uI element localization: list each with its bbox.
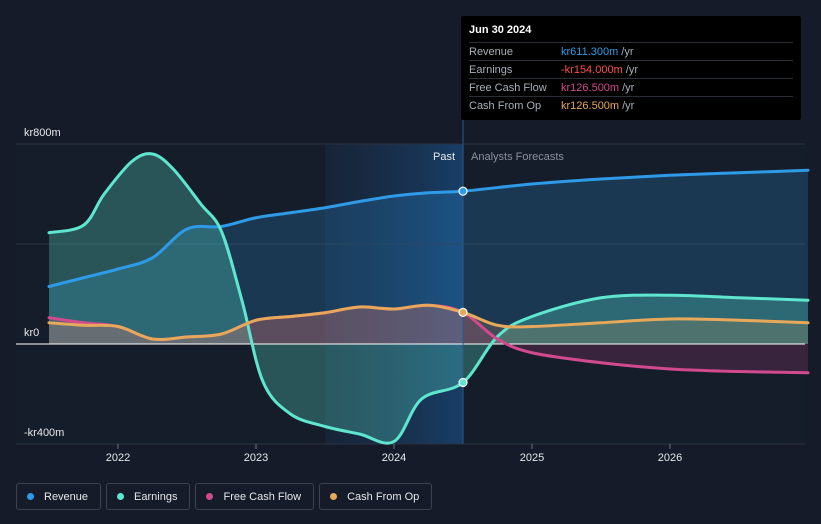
series-markers bbox=[458, 186, 468, 388]
legend-label: Free Cash Flow bbox=[223, 490, 302, 503]
forecast-label: Analysts Forecasts bbox=[471, 151, 564, 163]
legend: Revenue Earnings Free Cash Flow Cash Fro… bbox=[16, 483, 433, 510]
legend-dot-icon bbox=[27, 493, 34, 500]
tooltip-label: Earnings bbox=[469, 63, 513, 76]
legend-item-earnings[interactable]: Earnings bbox=[106, 483, 191, 510]
tooltip-unit: /yr bbox=[621, 45, 634, 58]
tooltip-unit: /yr bbox=[622, 81, 635, 94]
tooltip-value: -kr154.000m bbox=[561, 63, 623, 76]
cash-from-op-marker bbox=[458, 307, 468, 317]
legend-item-revenue[interactable]: Revenue bbox=[16, 483, 102, 510]
revenue-marker bbox=[458, 186, 468, 196]
series-lines bbox=[47, 152, 810, 445]
tooltip: Jun 30 2024 Revenue kr611.300m /yr Earni… bbox=[461, 16, 801, 120]
x-tick-label: 2026 bbox=[658, 452, 682, 464]
earnings-area bbox=[49, 153, 808, 444]
x-tick-label: 2022 bbox=[106, 452, 130, 464]
y-tick-label: -kr400m bbox=[24, 427, 64, 439]
tooltip-unit: /yr bbox=[625, 63, 638, 76]
x-tick-label: 2025 bbox=[520, 452, 544, 464]
legend-item-free-cash-flow[interactable]: Free Cash Flow bbox=[195, 483, 315, 510]
y-axis-ticks: kr800m kr0 -kr400m bbox=[24, 127, 64, 439]
tooltip-label: Cash From Op bbox=[469, 99, 542, 112]
y-tick-label: kr0 bbox=[24, 327, 39, 339]
x-tick-label: 2023 bbox=[244, 452, 268, 464]
tooltip-value: kr126.500m bbox=[561, 99, 620, 112]
legend-item-cash-from-op[interactable]: Cash From Op bbox=[319, 483, 433, 510]
x-axis-ticks: 2022 2023 2024 2025 2026 bbox=[106, 444, 682, 464]
y-tick-label: kr800m bbox=[24, 127, 61, 139]
tooltip-row-free-cash-flow: Free Cash Flow kr126.500m /yr bbox=[469, 78, 793, 96]
tooltip-label: Free Cash Flow bbox=[469, 81, 547, 94]
tooltip-value: kr611.300m bbox=[561, 45, 619, 58]
series-areas bbox=[49, 153, 808, 444]
free-cash-flow-area bbox=[49, 305, 808, 373]
x-tick-label: 2024 bbox=[382, 452, 406, 464]
cash-from-op-line bbox=[47, 303, 810, 342]
earnings-marker bbox=[458, 377, 468, 388]
revenue-line bbox=[47, 168, 810, 288]
legend-label: Cash From Op bbox=[347, 490, 420, 503]
tooltip-row-earnings: Earnings -kr154.000m /yr bbox=[469, 60, 793, 78]
earnings-line bbox=[47, 152, 810, 445]
tooltip-label: Revenue bbox=[469, 45, 514, 58]
legend-dot-icon bbox=[206, 493, 214, 500]
tooltip-unit: /yr bbox=[622, 99, 635, 112]
legend-dot-icon bbox=[330, 493, 338, 500]
cash-from-op-area bbox=[49, 305, 808, 344]
tooltip-value: kr126.500m bbox=[561, 81, 620, 94]
past-label: Past bbox=[433, 151, 455, 163]
legend-dot-icon bbox=[117, 493, 125, 500]
legend-label: Revenue bbox=[44, 490, 89, 503]
legend-label: Earnings bbox=[134, 490, 178, 503]
past-highlight-band bbox=[325, 144, 463, 444]
tooltip-row-cash-from-op: Cash From Op kr126.500m /yr bbox=[469, 96, 793, 114]
revenue-area bbox=[49, 170, 808, 344]
tooltip-row-revenue: Revenue kr611.300m /yr bbox=[469, 42, 793, 60]
tooltip-date: Jun 30 2024 bbox=[469, 24, 532, 36]
